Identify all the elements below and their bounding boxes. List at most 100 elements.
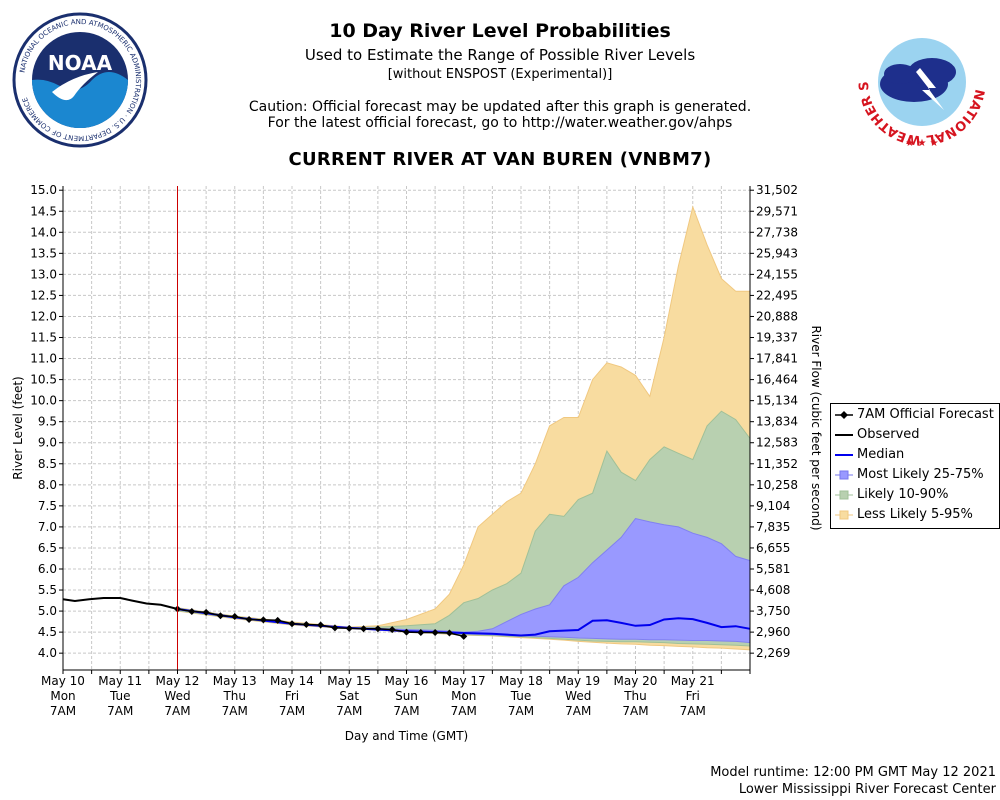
forecast-point: [317, 621, 325, 629]
forecast-point: [445, 629, 453, 637]
x-tick-label-dow: Wed: [164, 689, 190, 703]
legend-label: Less Likely 5-95%: [857, 507, 973, 522]
forecast-point: [360, 625, 368, 633]
y-tick-label: 6.0: [38, 562, 57, 576]
star-icon: ★ ★ ★: [905, 138, 938, 149]
y-tick-label-right: 27,738: [756, 225, 798, 239]
forecast-point: [374, 625, 382, 633]
y-tick-label: 11.5: [30, 331, 57, 345]
observed-line: [62, 597, 178, 610]
forecast-point: [417, 629, 425, 637]
y-tick-label-right: 19,337: [756, 331, 798, 345]
x-tick-label-dow: Fri: [686, 689, 700, 703]
x-tick-label-date: May 14: [270, 674, 314, 688]
x-tick-label-dow: Mon: [451, 689, 476, 703]
y-tick-label-right: 12,583: [756, 436, 798, 450]
x-axis-label: Day and Time (GMT): [345, 729, 468, 743]
y-tick-label: 10.0: [30, 394, 57, 408]
area-swatch-icon: [835, 510, 853, 520]
y-tick-label-right: 7,835: [756, 520, 790, 534]
legend-label: Most Likely 25-75%: [857, 467, 984, 482]
y-tick-label-right: 16,464: [756, 373, 798, 387]
x-tick-label-dow: Sat: [339, 689, 359, 703]
y-tick-label-right: 5,581: [756, 562, 790, 576]
y-tick-label: 8.5: [38, 457, 57, 471]
caution-line-2: For the latest official forecast, go to …: [267, 115, 733, 131]
y-tick-label: 14.0: [30, 225, 57, 239]
caution-line-1: Caution: Official forecast may be update…: [248, 99, 752, 115]
x-tick-label-date: May 21: [671, 674, 715, 688]
y-tick-label: 14.5: [30, 204, 57, 218]
y-tick-label-right: 31,502: [756, 183, 798, 197]
x-tick-label-time: 7AM: [50, 704, 76, 718]
y-tick-label-right: 17,841: [756, 352, 798, 366]
x-tick-label-date: May 16: [385, 674, 429, 688]
y-tick-label: 13.5: [30, 246, 57, 260]
probability-bands: [177, 205, 751, 651]
forecast-point: [431, 629, 439, 637]
x-tick-label-date: May 20: [614, 674, 658, 688]
x-tick-label-time: 7AM: [164, 704, 190, 718]
y-tick-label-right: 13,834: [756, 415, 798, 429]
x-tick-label-time: 7AM: [222, 704, 248, 718]
x-tick-label-dow: Thu: [623, 689, 647, 703]
model-runtime: Model runtime: 12:00 PM GMT May 12 2021: [710, 765, 996, 780]
forecast-point: [460, 632, 468, 640]
y-axis-label: River Level (feet): [11, 376, 25, 479]
y-tick-label-right: 2,269: [756, 646, 790, 660]
x-tick-label-time: 7AM: [107, 704, 133, 718]
x-tick-label-dow: Fri: [285, 689, 299, 703]
y-tick-label: 5.5: [38, 583, 57, 597]
forecast-point: [188, 607, 196, 615]
y-tick-label-right: 29,571: [756, 204, 798, 218]
x-tick-label-time: 7AM: [451, 704, 477, 718]
y-tick-label-right: 22,495: [756, 288, 798, 302]
x-tick-label-dow: Thu: [222, 689, 246, 703]
x-tick-label-time: 7AM: [336, 704, 362, 718]
x-tick-label-time: 7AM: [680, 704, 706, 718]
y-tick-label: 8.0: [38, 478, 57, 492]
y-tick-label: 12.5: [30, 288, 57, 302]
x-tick-label-time: 7AM: [622, 704, 648, 718]
area-swatch-icon: [835, 490, 853, 500]
x-tick-label-date: May 17: [442, 674, 486, 688]
x-tick-label-date: May 15: [327, 674, 371, 688]
forecast-point: [288, 620, 296, 628]
legend: 7AM Official Forecast Observed Median Mo…: [830, 403, 1000, 529]
forecast-point: [259, 616, 267, 624]
series-lines: [62, 186, 751, 670]
y-tick-label-right: 3,750: [756, 604, 790, 618]
legend-label: Likely 10-90%: [857, 487, 949, 502]
x-tick-label-date: May 13: [213, 674, 257, 688]
chart-subtitle-note: [without ENSPOST (Experimental)]: [387, 67, 613, 82]
y-tick-label-right: 2,960: [756, 625, 790, 639]
axes: 15.0 31,502 14.5 29,571 14.0 27,738 13.5 25,943…: [11, 183, 823, 743]
x-tick-label-dow: Sun: [395, 689, 418, 703]
x-tick-label-dow: Tue: [109, 689, 131, 703]
forecast-point: [216, 612, 224, 620]
x-tick-label-dow: Wed: [565, 689, 591, 703]
y-tick-label: 7.0: [38, 520, 57, 534]
forecast-point: [274, 616, 282, 624]
y-tick-label: 9.5: [38, 415, 57, 429]
y-tick-label: 10.5: [30, 373, 57, 387]
forecast-point: [345, 624, 353, 632]
noaa-logo-text: NOAA: [48, 51, 113, 75]
forecast-point: [231, 613, 239, 621]
x-tick-label-date: May 11: [98, 674, 142, 688]
y-tick-label: 6.5: [38, 541, 57, 555]
y-tick-label-right: 4,608: [756, 583, 790, 597]
forecast-point: [388, 626, 396, 634]
x-tick-label-time: 7AM: [279, 704, 305, 718]
